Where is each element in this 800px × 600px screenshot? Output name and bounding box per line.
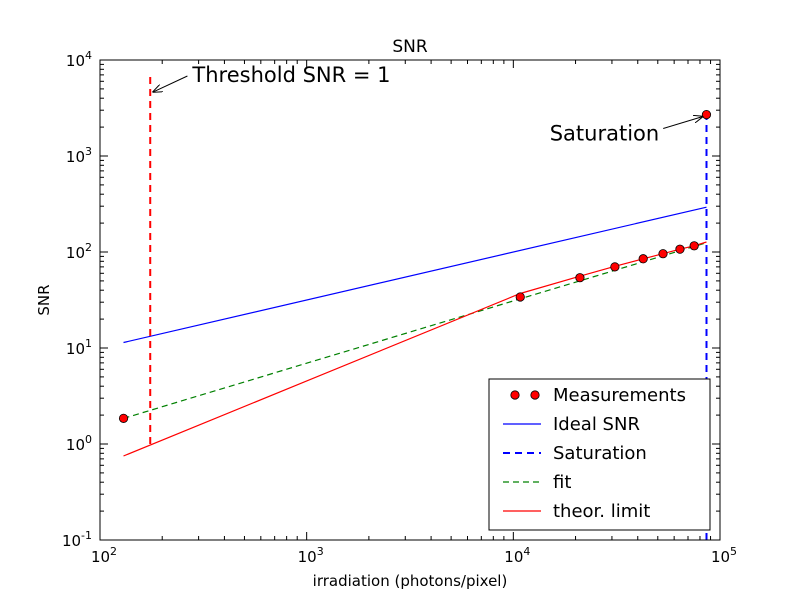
x-tick-label: 105 <box>711 545 737 566</box>
y-axis-label: SNR <box>35 284 53 315</box>
legend-label: theor. limit <box>553 501 650 522</box>
x-tick-label: 104 <box>504 545 530 566</box>
tick-base: 10 <box>66 148 85 166</box>
tick-exponent: 2 <box>110 545 117 558</box>
x-axis-label: irradiation (photons/pixel) <box>313 572 508 590</box>
tick-base: 10 <box>66 244 85 262</box>
tick-base: 10 <box>62 532 81 550</box>
measurement-point <box>118 413 129 423</box>
tick-base: 10 <box>298 548 317 566</box>
y-tick-label: 100 <box>66 433 92 454</box>
chart-title: SNR <box>392 37 428 57</box>
x-tick-label: 103 <box>298 545 324 566</box>
legend-marker <box>510 390 520 400</box>
tick-exponent: -1 <box>81 529 92 542</box>
annotation-label: Threshold SNR = 1 <box>191 63 390 87</box>
tick-exponent: 0 <box>85 433 92 446</box>
legend-label: Ideal SNR <box>553 414 640 435</box>
measurement-point <box>610 262 620 272</box>
y-tick-label: 102 <box>66 241 92 262</box>
measurement-point <box>638 254 648 264</box>
annotation-arrow <box>153 75 188 92</box>
legend-label: Saturation <box>553 443 647 464</box>
tick-exponent: 3 <box>85 145 92 158</box>
annotations: Threshold SNR = 1 Saturation <box>153 63 702 146</box>
legend-box <box>488 378 711 531</box>
tick-base: 10 <box>66 340 85 358</box>
measurement-point <box>689 241 699 251</box>
y-tick-label: 10-1 <box>62 529 92 550</box>
tick-exponent: 2 <box>85 241 92 254</box>
measurement-point <box>515 292 525 302</box>
measurement-point <box>701 109 712 120</box>
y-tick-label: 104 <box>66 49 92 70</box>
series-ideal-snr-line <box>123 206 707 344</box>
measurement-point <box>575 273 585 283</box>
tick-base: 10 <box>711 548 730 566</box>
legend: Measurements Ideal SNR Saturation fit theor.… <box>488 378 711 531</box>
series-fit-line <box>123 242 707 419</box>
legend-label: Measurements <box>553 385 686 406</box>
annotation-label: Saturation <box>550 122 659 146</box>
tick-base: 10 <box>66 52 85 70</box>
legend-label: fit <box>553 472 571 493</box>
tick-exponent: 5 <box>730 545 737 558</box>
legend-marker <box>530 390 540 400</box>
annotation-arrow <box>663 117 702 129</box>
axes-frame <box>99 59 721 541</box>
x-tick-label: 102 <box>91 545 117 566</box>
tick-exponent: 4 <box>85 49 92 62</box>
measurement-point <box>675 244 685 254</box>
tick-base: 10 <box>504 548 523 566</box>
y-tick-label: 101 <box>66 337 92 358</box>
tick-exponent: 1 <box>85 337 92 350</box>
tick-exponent: 3 <box>317 545 324 558</box>
tick-exponent: 4 <box>523 545 530 558</box>
plot-area <box>118 71 712 540</box>
measurement-point <box>658 249 668 259</box>
tick-base: 10 <box>91 548 110 566</box>
y-tick-label: 103 <box>66 145 92 166</box>
tick-base: 10 <box>66 436 85 454</box>
